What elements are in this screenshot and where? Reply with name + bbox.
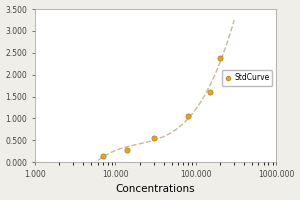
StdCurve <box>152 136 156 139</box>
Legend: StdCurve: StdCurve <box>222 70 272 86</box>
X-axis label: Concentrations: Concentrations <box>116 184 196 194</box>
StdCurve <box>100 154 105 157</box>
StdCurve <box>218 56 223 60</box>
StdCurve <box>208 91 212 94</box>
StdCurve <box>125 148 130 152</box>
StdCurve <box>186 115 190 118</box>
